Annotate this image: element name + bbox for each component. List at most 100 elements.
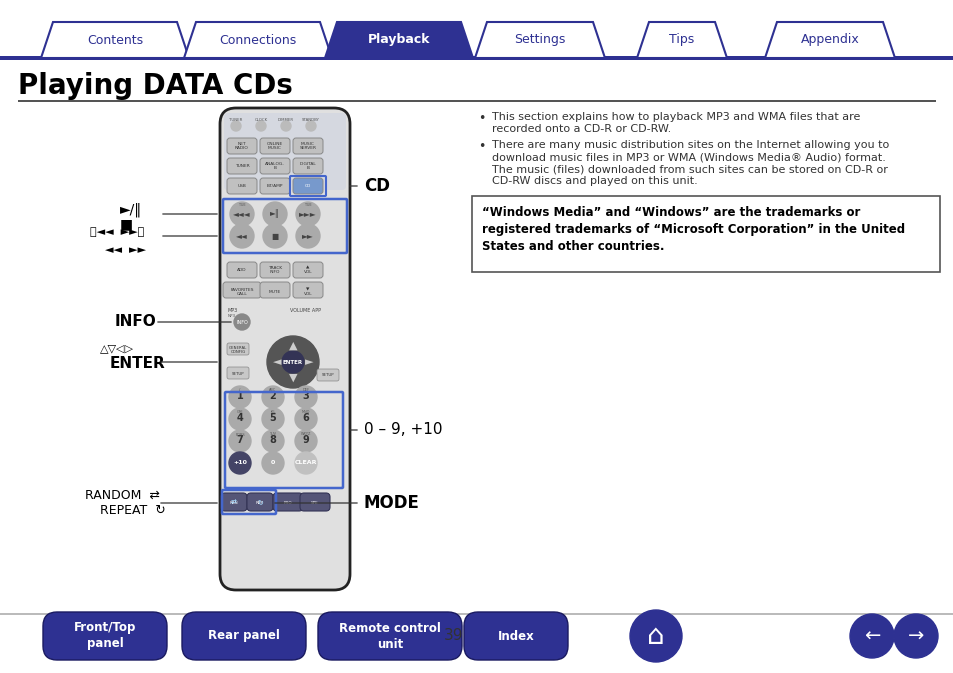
FancyBboxPatch shape: [227, 158, 256, 174]
Text: 3: 3: [302, 391, 309, 401]
Text: Front/Top
panel: Front/Top panel: [73, 621, 136, 651]
FancyBboxPatch shape: [273, 493, 303, 511]
Text: ►‖: ►‖: [270, 209, 279, 219]
Circle shape: [294, 408, 316, 430]
Text: 4: 4: [236, 413, 243, 423]
Text: SETUP: SETUP: [321, 373, 334, 377]
Text: →: →: [907, 627, 923, 645]
Text: CD: CD: [305, 184, 311, 188]
Text: ▼: ▼: [289, 373, 297, 383]
FancyBboxPatch shape: [227, 367, 249, 379]
FancyBboxPatch shape: [293, 158, 323, 174]
Text: 8: 8: [270, 435, 276, 445]
FancyBboxPatch shape: [227, 138, 256, 154]
Circle shape: [231, 121, 241, 131]
Text: GENERAL
CONFIG: GENERAL CONFIG: [229, 346, 247, 354]
Text: REP: REP: [255, 501, 264, 505]
Circle shape: [294, 430, 316, 452]
Text: “Windows Media” and “Windows” are the trademarks or: “Windows Media” and “Windows” are the tr…: [481, 206, 860, 219]
Text: 5: 5: [270, 413, 276, 423]
Circle shape: [229, 430, 251, 452]
FancyBboxPatch shape: [43, 612, 167, 660]
Text: DIGITAL
B: DIGITAL B: [299, 162, 316, 170]
Text: ENTER: ENTER: [110, 357, 166, 371]
Text: 7: 7: [236, 435, 243, 445]
FancyBboxPatch shape: [227, 343, 249, 355]
Text: ■: ■: [271, 232, 278, 240]
Text: Tips: Tips: [669, 34, 694, 46]
Text: TUV: TUV: [269, 432, 276, 436]
Polygon shape: [325, 22, 473, 58]
Circle shape: [281, 121, 291, 131]
FancyBboxPatch shape: [260, 262, 290, 278]
Text: 9: 9: [302, 435, 309, 445]
Circle shape: [295, 224, 319, 248]
FancyBboxPatch shape: [317, 612, 461, 660]
Circle shape: [230, 224, 253, 248]
Text: NP3: NP3: [228, 314, 236, 318]
Text: RANDOM  ⇄: RANDOM ⇄: [85, 489, 160, 501]
Text: ADD: ADD: [237, 268, 247, 272]
Text: ◄: ◄: [273, 357, 281, 367]
Text: TRACK
INFO: TRACK INFO: [268, 266, 282, 275]
Polygon shape: [764, 22, 894, 58]
Text: FAVORITES
CALL: FAVORITES CALL: [230, 287, 253, 296]
Circle shape: [262, 386, 284, 408]
Text: ANALOG-
B: ANALOG- B: [265, 162, 285, 170]
Circle shape: [267, 336, 318, 388]
Text: This section explains how to playback MP3 and WMA files that are: This section explains how to playback MP…: [492, 112, 860, 122]
Text: ↻: ↻: [256, 500, 263, 506]
Text: MUSIC
SERVER: MUSIC SERVER: [299, 142, 316, 150]
Text: download music files in MP3 or WMA (Windows Media® Audio) format.: download music files in MP3 or WMA (Wind…: [492, 152, 885, 162]
Text: Contents: Contents: [87, 34, 143, 46]
Text: MUTE: MUTE: [269, 290, 281, 294]
Bar: [18, 100, 935, 102]
FancyBboxPatch shape: [224, 113, 346, 190]
Circle shape: [229, 386, 251, 408]
Text: ⌂: ⌂: [646, 622, 664, 650]
FancyBboxPatch shape: [227, 262, 256, 278]
Circle shape: [294, 452, 316, 474]
Polygon shape: [41, 22, 189, 58]
Text: 0: 0: [271, 460, 274, 466]
Text: Playing DATA CDs: Playing DATA CDs: [18, 72, 293, 100]
Bar: [0, 613, 953, 614]
FancyBboxPatch shape: [293, 138, 323, 154]
Text: DIMMER: DIMMER: [277, 118, 294, 122]
FancyBboxPatch shape: [293, 178, 323, 194]
FancyBboxPatch shape: [260, 178, 290, 194]
Text: △▽◁▷: △▽◁▷: [100, 343, 133, 353]
Circle shape: [263, 224, 287, 248]
Text: ►/‖: ►/‖: [120, 203, 142, 217]
Text: 6: 6: [302, 413, 309, 423]
Text: STANDBY: STANDBY: [302, 118, 319, 122]
Text: CD-RW discs and played on this unit.: CD-RW discs and played on this unit.: [492, 176, 697, 186]
Text: 0 – 9, +10: 0 – 9, +10: [364, 423, 442, 437]
Circle shape: [306, 121, 315, 131]
Text: T.UE: T.UE: [238, 203, 246, 207]
Text: There are many music distribution sites on the Internet allowing you to: There are many music distribution sites …: [492, 140, 888, 150]
Circle shape: [294, 386, 316, 408]
Polygon shape: [637, 22, 726, 58]
Text: ►: ►: [304, 357, 313, 367]
FancyBboxPatch shape: [220, 108, 350, 590]
Circle shape: [262, 430, 284, 452]
Text: Settings: Settings: [514, 34, 565, 46]
Text: ONLINE
MUSIC: ONLINE MUSIC: [267, 142, 283, 150]
Text: ◄◄◄: ◄◄◄: [233, 209, 251, 219]
Text: ABC: ABC: [269, 388, 276, 392]
Bar: [0, 56, 953, 60]
Text: INFO: INFO: [236, 320, 248, 324]
Text: Index: Index: [497, 629, 534, 643]
FancyBboxPatch shape: [293, 262, 323, 278]
Text: USB: USB: [237, 184, 246, 188]
Text: •: •: [477, 112, 485, 125]
Text: States and other countries.: States and other countries.: [481, 240, 664, 253]
FancyBboxPatch shape: [247, 493, 273, 511]
Text: ▲
VOL: ▲ VOL: [303, 266, 312, 275]
FancyBboxPatch shape: [293, 282, 323, 298]
Text: ■: ■: [120, 217, 133, 231]
Text: ▲: ▲: [289, 341, 297, 351]
Text: ►►►: ►►►: [299, 209, 316, 219]
Text: ◄◄: ◄◄: [236, 232, 248, 240]
